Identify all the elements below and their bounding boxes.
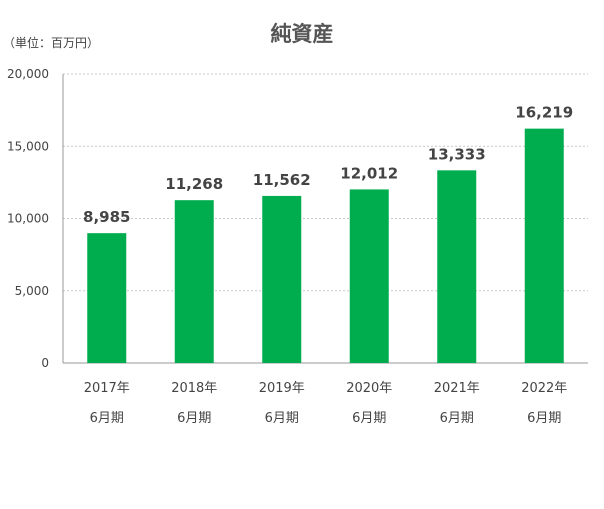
data-label: 13,333 (428, 145, 486, 163)
bar (87, 233, 127, 363)
data-label: 12,012 (340, 164, 398, 182)
x-tick-label: 2020年 (346, 381, 392, 396)
data-label: 11,562 (253, 171, 311, 189)
x-tick-label: 6月期 (352, 411, 386, 426)
data-label: 16,219 (515, 104, 573, 122)
bar (437, 170, 477, 363)
chart-title: 純資産 (270, 22, 334, 46)
y-tick-label: 15,000 (7, 139, 49, 153)
unit-label: （単位：百万円） (3, 36, 100, 50)
y-tick-label: 20,000 (7, 67, 49, 81)
x-tick-label: 6月期 (90, 411, 124, 426)
x-tick-label: 2017年 (84, 381, 130, 396)
bar (524, 128, 564, 363)
x-tick-label: 6月期 (440, 411, 474, 426)
x-tick-label: 2022年 (521, 381, 567, 396)
y-tick-label: 10,000 (7, 212, 49, 226)
x-tick-label: 2019年 (259, 381, 305, 396)
x-tick-label: 6月期 (265, 411, 299, 426)
y-tick-label: 0 (41, 356, 49, 370)
x-tick-label: 6月期 (177, 411, 211, 426)
x-tick-label: 6月期 (527, 411, 561, 426)
bar (349, 189, 389, 363)
bar (262, 195, 302, 363)
data-label: 8,985 (83, 208, 130, 226)
data-label: 11,268 (165, 175, 223, 193)
bar (174, 200, 214, 363)
y-tick-label: 5,000 (15, 284, 49, 298)
x-tick-label: 2018年 (171, 381, 217, 396)
x-tick-label: 2021年 (434, 381, 480, 396)
